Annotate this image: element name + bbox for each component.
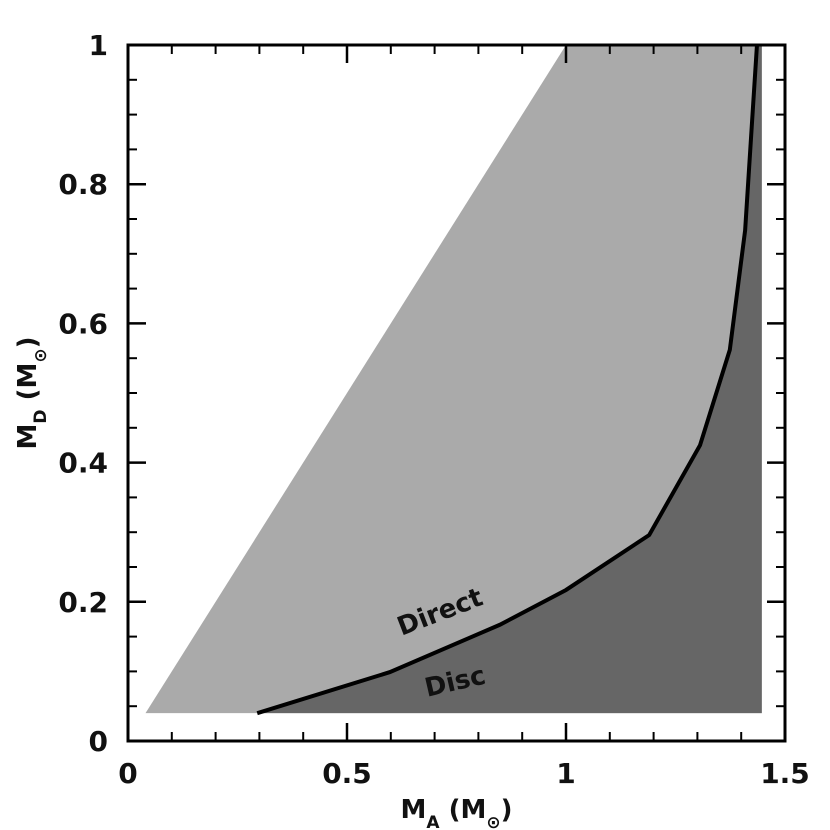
y-tick-label: 1	[89, 29, 108, 62]
region	[145, 45, 762, 714]
y-axis-label-part: (M	[13, 363, 43, 410]
y-tick-label: 0.2	[58, 586, 108, 619]
x-tick-label: 0.5	[322, 757, 372, 790]
y-tick-label: 0.6	[58, 307, 108, 340]
y-tick-label: 0.8	[58, 168, 108, 201]
y-axis-label-part: M	[13, 424, 43, 450]
y-axis-label-part: )	[13, 337, 43, 349]
x-axis-label: MA (M⊙)	[401, 795, 513, 830]
x-tick-label: 0	[118, 757, 137, 790]
x-axis-label-part: M	[401, 795, 427, 825]
x-tick-label: 1.5	[760, 757, 810, 790]
x-axis-label-part: (M	[440, 795, 487, 825]
x-axis-label-part: )	[501, 795, 513, 825]
x-axis-label-part: ⊙	[486, 813, 500, 830]
y-axis-label: MD (M⊙)	[13, 337, 51, 450]
y-axis-label-part: D	[31, 409, 51, 423]
x-axis-label-part: A	[426, 813, 440, 830]
x-tick-label: 1	[556, 757, 575, 790]
y-tick-label: 0	[89, 725, 108, 758]
curve	[256, 44, 759, 716]
y-axis-label-part: ⊙	[31, 348, 51, 362]
y-tick-label: 0.4	[58, 447, 108, 480]
